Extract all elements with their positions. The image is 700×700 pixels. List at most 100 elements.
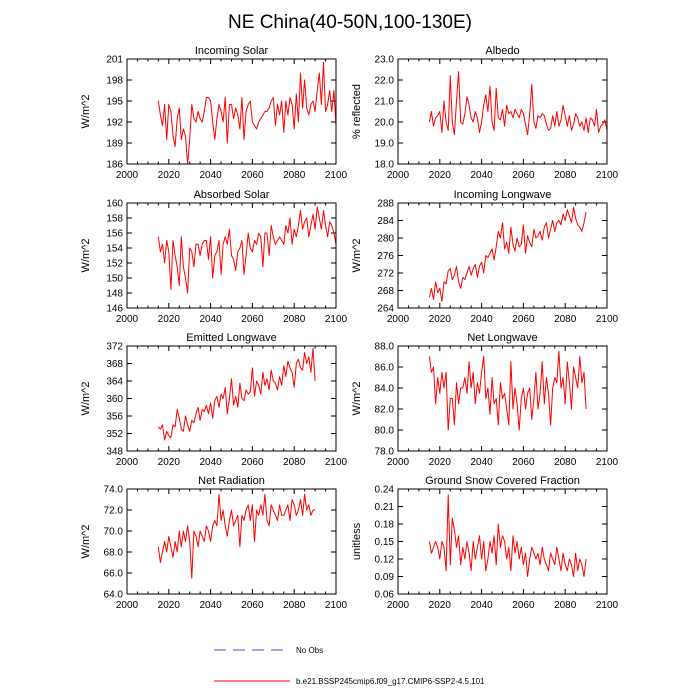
y-tick-label: 368 <box>106 359 123 370</box>
panel-title: Albedo <box>485 45 519 57</box>
series-line <box>428 71 608 136</box>
y-tick-label: 18.0 <box>375 160 395 171</box>
figure-title: NE China(40-50N,100-130E) <box>228 12 472 33</box>
x-tick-label: 2020 <box>158 600 181 611</box>
y-tick-label: 22.0 <box>375 76 395 87</box>
y-tick-label: 82.0 <box>375 405 395 416</box>
x-tick-label: 2060 <box>512 170 535 181</box>
y-tick-label: 74.0 <box>104 485 124 496</box>
y-tick-label: 66.0 <box>104 569 124 580</box>
x-tick-label: 2060 <box>512 457 535 468</box>
plot-frame <box>126 58 337 165</box>
x-tick-label: 2020 <box>429 170 452 181</box>
y-tick-label: 284 <box>377 216 394 227</box>
y-tick-label: 0.06 <box>375 590 395 601</box>
y-tick-label: 356 <box>106 412 123 423</box>
panel: Net Radiation W/m^2 2000 2020 2040 2060 2080 21… <box>80 475 348 611</box>
y-tick-label: 84.0 <box>375 384 395 395</box>
y-tick-label: 0.09 <box>375 572 395 583</box>
x-tick-label: 2020 <box>429 600 452 611</box>
panel: Emitted Longwave W/m^2 2000 2020 2040 2060 208… <box>80 332 348 468</box>
x-tick-label: 2040 <box>470 170 493 181</box>
y-axis-label: W/m^2 <box>80 525 92 559</box>
y-tick-label: 276 <box>377 251 394 262</box>
panel: Incoming Longwave W/m^2 2000 2020 2040 2060 20… <box>351 189 619 325</box>
x-tick-label: 2060 <box>241 170 264 181</box>
x-tick-label: 2040 <box>199 600 222 611</box>
x-tick-label: 2020 <box>158 314 181 325</box>
x-tick-label: 2080 <box>554 600 577 611</box>
y-axis-label: unitless <box>351 522 363 560</box>
y-tick-label: 160 <box>106 199 123 210</box>
x-tick-label: 2100 <box>596 457 619 468</box>
x-tick-label: 2040 <box>199 314 222 325</box>
y-tick-label: 0.18 <box>375 520 395 531</box>
x-tick-label: 2060 <box>512 314 535 325</box>
y-tick-label: 20.0 <box>375 118 395 129</box>
series-line <box>157 206 337 294</box>
y-tick-label: 158 <box>106 214 123 225</box>
panel: Ground Snow Covered Fraction unitless 2000… <box>351 475 619 611</box>
plot-frame <box>126 488 337 595</box>
y-tick-label: 372 <box>106 342 123 353</box>
series-line <box>428 494 587 577</box>
x-tick-label: 2100 <box>325 314 348 325</box>
y-tick-label: 186 <box>106 160 123 171</box>
x-tick-label: 2000 <box>387 314 410 325</box>
x-tick-label: 2060 <box>241 600 264 611</box>
y-tick-label: 146 <box>106 304 123 315</box>
y-tick-label: 148 <box>106 289 123 300</box>
x-tick-label: 2000 <box>387 600 410 611</box>
y-tick-label: 23.0 <box>375 55 395 66</box>
x-tick-label: 2100 <box>596 314 619 325</box>
x-tick-label: 2040 <box>199 457 222 468</box>
y-tick-label: 0.12 <box>375 555 395 566</box>
y-tick-label: 78.0 <box>375 447 395 458</box>
y-tick-label: 268 <box>377 286 394 297</box>
legend-obs-label: No Obs <box>296 646 323 655</box>
series-line <box>157 347 316 441</box>
y-axis-label: W/m^2 <box>80 382 92 416</box>
y-tick-label: 352 <box>106 429 123 440</box>
x-tick-label: 2000 <box>116 314 139 325</box>
plot-frame <box>397 488 608 595</box>
x-tick-label: 2080 <box>283 457 306 468</box>
y-tick-label: 189 <box>106 139 123 150</box>
x-tick-label: 2020 <box>158 457 181 468</box>
panel-title: Ground Snow Covered Fraction <box>425 475 580 487</box>
panel-title: Incoming Solar <box>195 45 269 57</box>
x-tick-label: 2100 <box>325 170 348 181</box>
y-tick-label: 272 <box>377 269 394 280</box>
y-tick-label: 68.0 <box>104 548 124 559</box>
y-tick-label: 192 <box>106 118 123 129</box>
y-tick-label: 19.0 <box>375 139 395 150</box>
y-axis-label: W/m^2 <box>80 239 92 273</box>
y-tick-label: 70.0 <box>104 527 124 538</box>
y-tick-label: 152 <box>106 259 123 270</box>
x-tick-label: 2100 <box>325 457 348 468</box>
y-tick-label: 150 <box>106 274 123 285</box>
y-tick-label: 364 <box>106 377 123 388</box>
series-line <box>157 62 337 165</box>
x-tick-label: 2060 <box>241 457 264 468</box>
panel-title: Incoming Longwave <box>454 189 552 201</box>
y-axis-label: W/m^2 <box>351 382 363 416</box>
y-tick-label: 0.24 <box>375 485 395 496</box>
y-tick-label: 195 <box>106 97 123 108</box>
x-tick-label: 2080 <box>283 600 306 611</box>
y-tick-label: 88.0 <box>375 342 395 353</box>
x-tick-label: 2000 <box>387 170 410 181</box>
y-tick-label: 264 <box>377 304 394 315</box>
x-tick-label: 2060 <box>241 314 264 325</box>
x-tick-label: 2080 <box>554 314 577 325</box>
x-tick-label: 2100 <box>596 170 619 181</box>
plot-frame <box>397 202 608 309</box>
y-tick-label: 198 <box>106 76 123 87</box>
y-tick-label: 156 <box>106 229 123 240</box>
panel: Absorbed Solar W/m^2 2000 2020 2040 2060 2080 2… <box>80 189 348 325</box>
x-tick-label: 2080 <box>554 170 577 181</box>
panel-title: Absorbed Solar <box>194 189 270 201</box>
x-tick-label: 2080 <box>554 457 577 468</box>
panel-title: Emitted Longwave <box>186 332 277 344</box>
legend: No Obs b.e21.BSSP245cmip6.f09_g17.CMIP6-… <box>214 646 485 686</box>
